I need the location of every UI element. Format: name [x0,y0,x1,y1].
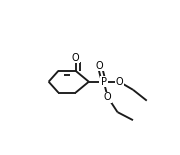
Text: O: O [104,92,112,102]
Text: O: O [96,61,104,71]
Text: P: P [101,77,107,87]
Text: O: O [115,77,123,87]
Text: O: O [72,53,79,63]
